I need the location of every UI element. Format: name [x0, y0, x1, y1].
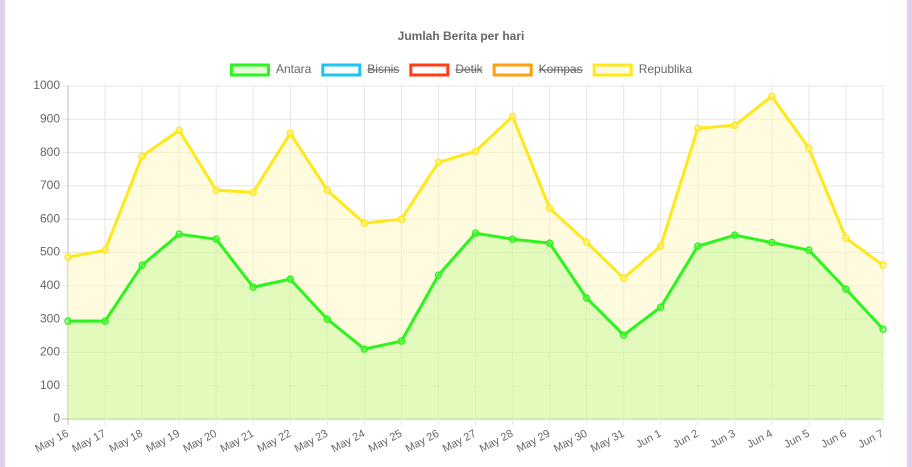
point [397, 215, 406, 223]
point [694, 242, 702, 250]
x-tick-label: May 16 [33, 428, 70, 456]
chart-title: Jumlah Berita per hari [398, 29, 525, 43]
area [68, 96, 883, 419]
point [434, 158, 443, 167]
point [286, 275, 295, 283]
point [731, 231, 739, 239]
x-tick-label: Jun 4 [745, 428, 774, 451]
x-tick-label: May 27 [441, 428, 478, 456]
point [471, 229, 480, 237]
x-tick-label: Jun 5 [782, 428, 811, 451]
point [731, 121, 739, 130]
x-tick-label: May 30 [552, 428, 589, 456]
y-tick-label: 200 [40, 345, 60, 359]
line [68, 231, 885, 351]
x-tick-label: Jun 7 [856, 428, 885, 451]
legend-label: Republika [639, 62, 693, 76]
point [249, 188, 257, 196]
y-tick-label: 0 [53, 411, 60, 425]
point [619, 274, 628, 282]
x-tick-label: May 23 [293, 428, 330, 456]
x-tick-label: May 21 [219, 428, 256, 456]
x-tick-label: May 22 [256, 428, 293, 456]
legend-swatch [321, 63, 362, 77]
chart: Jumlah Berita per hari 0 100 200 300 400 500 6… [33, 29, 887, 456]
point [508, 112, 517, 121]
point [360, 345, 369, 353]
point [694, 124, 702, 133]
point [212, 235, 220, 243]
point [286, 129, 295, 138]
point [397, 337, 406, 345]
legend-label: Antara [276, 62, 312, 76]
legend-label: Kompas [539, 62, 583, 76]
y-tick-label: 300 [40, 311, 60, 325]
legend-label: Bisnis [367, 62, 399, 76]
point [842, 234, 850, 242]
area [68, 233, 883, 419]
y-tick-label: 1000 [33, 78, 60, 92]
point [360, 219, 369, 227]
point [656, 242, 665, 250]
y-tick-label: 800 [40, 145, 60, 159]
point [582, 294, 591, 302]
point [508, 235, 517, 243]
point [471, 147, 480, 156]
point [64, 317, 72, 325]
x-tick-label: Jun 2 [671, 428, 700, 451]
y-tick-label: 100 [40, 378, 60, 392]
point [323, 186, 332, 194]
point [175, 230, 183, 238]
legend-swatch [409, 63, 450, 77]
point [842, 285, 850, 293]
legend-label: Detik [455, 62, 483, 76]
legend-swatch [492, 63, 533, 77]
point [249, 283, 257, 291]
x-tick-label: Jun 1 [634, 428, 663, 451]
point [212, 186, 220, 194]
legend-swatch [592, 63, 633, 77]
y-tick-label: 700 [40, 178, 60, 192]
y-tick-label: 500 [40, 245, 60, 259]
point [879, 325, 887, 333]
point [545, 204, 554, 212]
x-tick-label: May 28 [478, 428, 515, 456]
point [101, 246, 109, 254]
x-tick-label: May 31 [589, 428, 626, 456]
legend-swatch [229, 63, 270, 77]
x-tick-label: Jun 3 [708, 428, 737, 451]
point [768, 92, 776, 101]
x-tick-label: May 24 [330, 428, 367, 456]
y-tick-label: 400 [40, 278, 60, 292]
point [805, 144, 813, 153]
x-tick-label: May 18 [107, 428, 144, 456]
x-tick-label: May 19 [144, 428, 181, 456]
point [656, 303, 665, 311]
y-tick-label: 900 [40, 111, 60, 125]
point [805, 246, 813, 254]
point [138, 152, 146, 161]
y-tick-label: 600 [40, 211, 60, 225]
x-tick-label: May 26 [404, 428, 441, 456]
x-tick-label: May 20 [181, 428, 218, 456]
point [101, 317, 109, 325]
point [545, 239, 554, 247]
x-tick-label: May 29 [515, 428, 552, 456]
point [434, 271, 443, 279]
point [138, 261, 146, 269]
point [768, 238, 776, 247]
point [619, 331, 628, 339]
x-tick-label: May 25 [367, 428, 404, 456]
point [64, 253, 72, 261]
point [582, 238, 591, 246]
x-tick-label: Jun 6 [819, 428, 848, 451]
x-tick-label: May 17 [70, 428, 107, 456]
point [175, 126, 183, 135]
point [323, 315, 332, 323]
point [879, 261, 887, 269]
